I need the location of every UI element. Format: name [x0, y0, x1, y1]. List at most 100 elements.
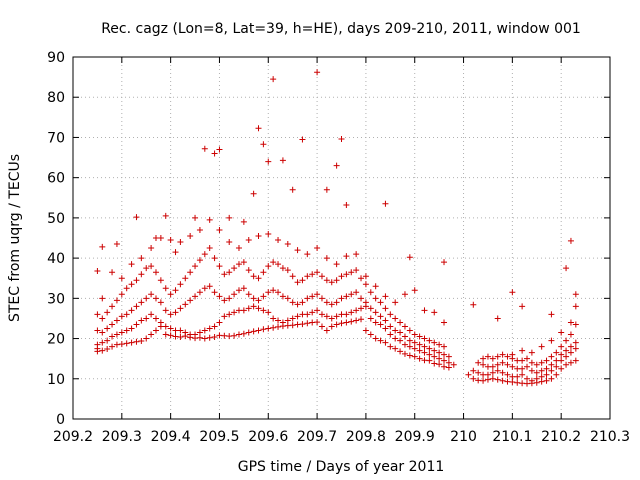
- data-point: [279, 319, 286, 326]
- chart-title: Rec. cagz (Lon=8, Lat=39, h=HE), days 20…: [101, 21, 581, 37]
- data-point: [441, 319, 448, 326]
- data-point: [411, 331, 418, 338]
- data-point: [421, 335, 428, 342]
- data-point: [401, 333, 408, 340]
- data-point: [265, 289, 272, 296]
- data-point: [226, 214, 233, 221]
- data-point: [475, 369, 482, 376]
- data-point: [94, 311, 101, 318]
- x-tick-label: 209.9: [395, 429, 435, 445]
- data-point: [480, 361, 487, 368]
- data-point: [343, 253, 350, 260]
- data-point: [563, 347, 570, 354]
- data-point: [167, 291, 174, 298]
- data-point: [133, 303, 140, 310]
- data-point: [113, 297, 120, 304]
- data-point: [558, 365, 565, 372]
- data-point: [353, 267, 360, 274]
- y-tick-label: 70: [47, 130, 65, 146]
- data-point: [245, 267, 252, 274]
- data-point: [201, 251, 208, 258]
- data-point: [504, 371, 511, 378]
- data-point: [270, 259, 277, 266]
- data-point: [489, 369, 496, 376]
- data-point: [323, 327, 330, 334]
- data-point: [299, 136, 306, 143]
- data-point: [338, 295, 345, 302]
- data-point: [367, 305, 374, 312]
- data-point: [323, 299, 330, 306]
- data-point: [157, 277, 164, 284]
- data-point: [348, 318, 355, 325]
- data-point: [323, 277, 330, 284]
- data-point: [553, 371, 560, 378]
- x-tick-label: 209.5: [199, 429, 239, 445]
- data-point: [318, 273, 325, 280]
- data-point: [235, 261, 242, 268]
- data-point: [270, 315, 277, 322]
- data-point: [182, 275, 189, 282]
- data-point: [304, 295, 311, 302]
- data-point: [528, 367, 535, 374]
- data-point: [431, 309, 438, 316]
- data-point: [167, 311, 174, 318]
- data-point: [279, 157, 286, 164]
- y-axis-label: STEC from uqrg / TECUs: [7, 154, 23, 322]
- data-point: [177, 327, 184, 334]
- data-point: [201, 285, 208, 292]
- data-point: [353, 251, 360, 258]
- data-point: [553, 349, 560, 356]
- data-point: [270, 76, 277, 83]
- data-point: [387, 323, 394, 330]
- data-point: [109, 343, 116, 350]
- data-point: [206, 283, 213, 290]
- data-point: [411, 287, 418, 294]
- data-point: [441, 259, 448, 266]
- data-point: [148, 311, 155, 318]
- data-point: [397, 329, 404, 336]
- data-point: [187, 297, 194, 304]
- data-point: [416, 355, 423, 362]
- data-point: [94, 267, 101, 274]
- data-point: [294, 247, 301, 254]
- data-point: [499, 351, 506, 358]
- data-point: [548, 375, 555, 382]
- y-tick-label: 20: [47, 332, 65, 348]
- x-tick-label: 209.7: [297, 429, 337, 445]
- data-point: [519, 303, 526, 310]
- data-point: [441, 363, 448, 370]
- data-point: [260, 269, 267, 276]
- data-point: [348, 291, 355, 298]
- data-point: [265, 263, 272, 270]
- data-point: [411, 353, 418, 360]
- data-point: [416, 347, 423, 354]
- data-point: [216, 146, 223, 153]
- data-point: [426, 345, 433, 352]
- data-point: [138, 271, 145, 278]
- data-point: [265, 230, 272, 237]
- data-point: [304, 320, 311, 327]
- data-point: [533, 375, 540, 382]
- data-point: [572, 291, 579, 298]
- data-point: [397, 337, 404, 344]
- data-point: [338, 136, 345, 143]
- data-point: [548, 367, 555, 374]
- data-point: [289, 299, 296, 306]
- data-point: [221, 313, 228, 320]
- data-point: [387, 331, 394, 338]
- data-point: [436, 361, 443, 368]
- data-point: [528, 359, 535, 366]
- data-point: [401, 350, 408, 357]
- data-point: [221, 297, 228, 304]
- data-point: [162, 323, 169, 330]
- data-point: [431, 353, 438, 360]
- data-point: [299, 299, 306, 306]
- data-point: [99, 329, 106, 336]
- data-point: [289, 186, 296, 193]
- data-point: [567, 343, 574, 350]
- data-point: [226, 311, 233, 318]
- data-point: [201, 145, 208, 152]
- data-point: [294, 279, 301, 286]
- data-point: [572, 345, 579, 352]
- data-point: [528, 377, 535, 384]
